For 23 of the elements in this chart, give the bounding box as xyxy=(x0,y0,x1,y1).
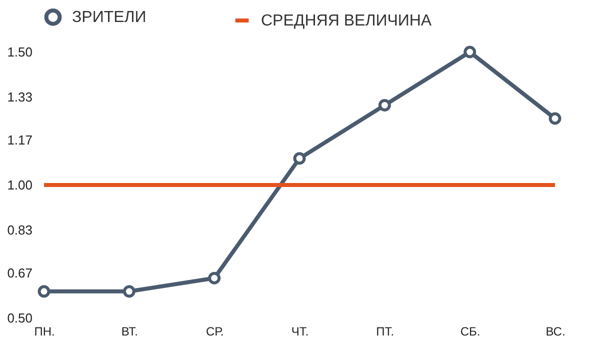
x-tick-label: СР. xyxy=(206,324,224,338)
x-tick-label: ПТ. xyxy=(376,324,394,338)
point xyxy=(464,46,476,58)
point xyxy=(293,152,306,165)
point xyxy=(378,98,391,112)
y-tick-label: 1.00 xyxy=(7,178,32,192)
x-tick-label: ВС. xyxy=(546,324,566,338)
legend-label: СРЕДНЯЯ ВЕЛИЧИНА xyxy=(261,12,432,30)
y-tick-label: 1.17 xyxy=(7,132,32,148)
point xyxy=(208,272,221,284)
point xyxy=(38,285,50,298)
y-tick-label: 0.67 xyxy=(7,265,32,280)
point xyxy=(122,285,136,298)
x-tick-label: ЧТ. xyxy=(291,324,309,338)
y-tick-label: 1.33 xyxy=(7,90,32,105)
x-tick-label: ВТ. xyxy=(121,324,138,338)
point xyxy=(548,112,562,125)
y-tick-label: 0.83 xyxy=(7,222,32,238)
y-tick-label: 1.50 xyxy=(7,44,32,60)
y-tick-label: 0.50 xyxy=(7,310,32,326)
x-tick-label: ПН. xyxy=(34,324,55,338)
x-tick-label: СБ. xyxy=(460,324,480,338)
legend-label: ЗРИТЕЛИ xyxy=(72,9,146,26)
